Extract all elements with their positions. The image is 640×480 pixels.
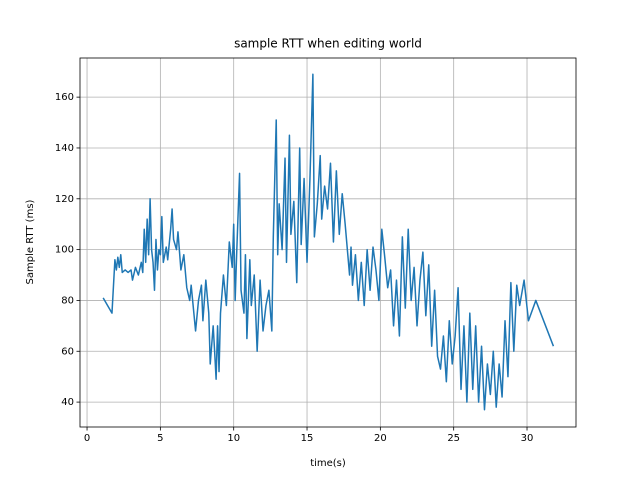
chart-title: sample RTT when editing world bbox=[234, 37, 422, 51]
x-tick-label: 0 bbox=[84, 433, 90, 444]
y-tick-label: 160 bbox=[55, 92, 74, 103]
y-tick-label: 100 bbox=[55, 245, 74, 256]
x-tick-label: 30 bbox=[521, 433, 534, 444]
y-axis-label: Sample RTT (ms) bbox=[25, 199, 36, 284]
y-tick-label: 120 bbox=[55, 194, 74, 205]
y-tick-label: 140 bbox=[55, 143, 74, 154]
x-tick-label: 25 bbox=[447, 433, 460, 444]
data-line bbox=[102, 73, 555, 411]
x-tick-label: 10 bbox=[227, 433, 240, 444]
x-tick-label: 20 bbox=[374, 433, 387, 444]
x-tick-label: 5 bbox=[157, 433, 163, 444]
y-tick-label: 80 bbox=[61, 295, 74, 306]
x-tick-label: 15 bbox=[301, 433, 314, 444]
y-tick-label: 60 bbox=[61, 346, 74, 357]
axes-frame bbox=[79, 57, 577, 428]
x-axis-label: time(s) bbox=[310, 458, 346, 469]
y-tick-label: 40 bbox=[61, 397, 74, 408]
